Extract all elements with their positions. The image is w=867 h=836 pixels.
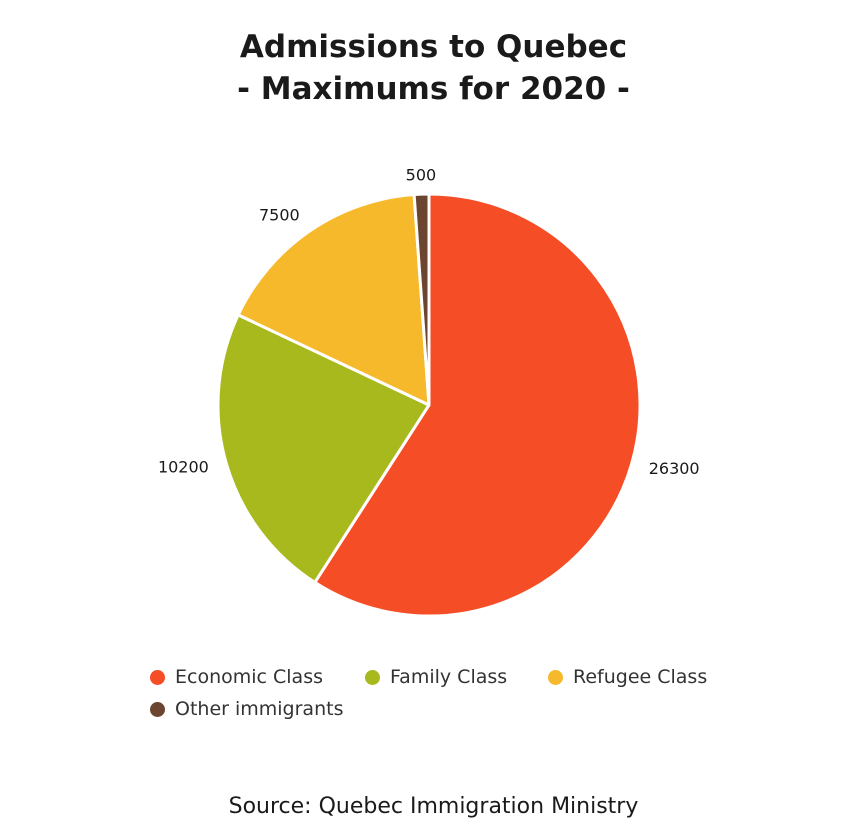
legend-label-other-immigrants: Other immigrants: [175, 698, 344, 720]
source-note: Source: Quebec Immigration Ministry: [228, 794, 639, 819]
legend-item-other-immigrants[interactable]: Other immigrants: [150, 698, 343, 720]
legend-swatch-family-class: [365, 669, 380, 685]
legend-swatch-other-immigrants: [150, 701, 165, 717]
pie-slice-economic-class[interactable]: [313, 192, 642, 618]
legend-item-economic-class[interactable]: Economic Class: [150, 666, 323, 688]
legend-label-refugee-class: Refugee Class: [573, 666, 708, 688]
data-label-refugee-class: 7500: [259, 206, 300, 225]
legend-label-economic-class: Economic Class: [175, 666, 324, 688]
data-label-economic-class: 26300: [649, 459, 700, 478]
data-label-other-immigrants: 500: [406, 166, 437, 185]
data-label-family-class: 10200: [158, 458, 209, 477]
legend-item-family-class[interactable]: Family Class: [365, 666, 507, 688]
legend-label-family-class: Family Class: [390, 666, 508, 688]
legend-swatch-economic-class: [150, 669, 165, 685]
legend-swatch-refugee-class: [548, 669, 563, 685]
chart-title-line-2: - Maximums for 2020 -: [237, 71, 630, 107]
pie-slice-family-class[interactable]: [216, 313, 431, 584]
legend-item-refugee-class[interactable]: Refugee Class: [548, 666, 707, 688]
chart-title-line-1: Admissions to Quebec: [239, 29, 628, 65]
pie-slice-refugee-class[interactable]: [236, 193, 431, 407]
pie-slice-other-immigrants[interactable]: [412, 192, 431, 407]
pie-chart: 26300 10200 7500 500: [158, 166, 700, 618]
chart-title: Admissions to Quebec - Maximums for 2020…: [0, 26, 867, 110]
